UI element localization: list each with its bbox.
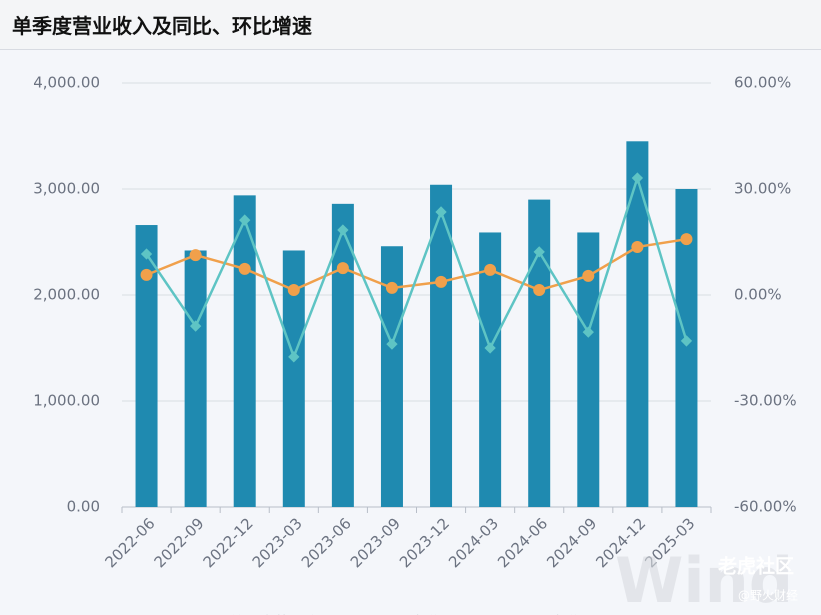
bar: [184, 250, 207, 508]
legend-label: 环比增速: [534, 614, 594, 615]
point: [582, 326, 594, 338]
point: [582, 269, 595, 282]
chart: 0.00 1,000.00 2,000.00 3,000.00 4,000.00 -60.…: [33, 74, 798, 615]
point: [288, 351, 300, 363]
point: [140, 248, 153, 260]
watermark: @野火财经: [738, 589, 798, 603]
y-tick-label: 0.00: [67, 498, 100, 516]
point: [336, 262, 349, 275]
bar: [233, 195, 256, 508]
line: [145, 173, 688, 361]
point: [533, 246, 545, 258]
bar: [282, 250, 305, 508]
point: [631, 172, 644, 184]
y2-tick-label: -60.00%: [734, 498, 797, 516]
y2-tick-label: 30.00%: [734, 180, 791, 198]
y-tick-label: 3,000.00: [33, 180, 100, 198]
point: [386, 338, 398, 350]
y-tick-label: 1,000.00: [33, 392, 100, 410]
legend-label: 同比增速: [394, 614, 454, 615]
y2-tick-label: -30.00%: [734, 392, 797, 410]
x-tick-label: 2023-06: [298, 514, 355, 571]
point: [484, 263, 497, 276]
point: [287, 284, 300, 297]
bar: [135, 225, 158, 508]
x-tick-label: 2024-09: [543, 514, 600, 571]
point: [189, 249, 202, 262]
point: [484, 342, 496, 354]
x-tick-label: 2022-12: [200, 514, 257, 571]
point: [631, 240, 644, 253]
point: [239, 214, 251, 226]
x-tick-label: 2022-06: [101, 514, 158, 571]
bar: [626, 141, 649, 508]
point: [435, 275, 448, 288]
bar: [331, 203, 354, 507]
chart-title: 单季度营业收入及同比、环比增速: [0, 0, 821, 50]
point: [680, 233, 693, 246]
x-tick-label: 2023-03: [249, 514, 306, 571]
point: [238, 262, 251, 275]
point: [337, 224, 349, 236]
bar: [479, 232, 502, 507]
bar: [528, 199, 551, 507]
y-tick-label: 2,000.00: [33, 286, 100, 304]
point: [189, 320, 202, 332]
point: [680, 335, 693, 347]
y2-tick-label: 0.00%: [734, 286, 782, 304]
watermark: Wind: [615, 544, 793, 615]
point: [385, 281, 398, 294]
x-tick-label: 2022-09: [151, 514, 208, 571]
bar: [675, 189, 698, 507]
point: [140, 268, 153, 281]
bar: [380, 246, 403, 508]
y2-tick-label: 60.00%: [734, 74, 791, 92]
bar: [430, 184, 453, 507]
point: [435, 206, 447, 218]
x-tick-label: 2023-12: [396, 514, 453, 571]
y-tick-label: 4,000.00: [33, 74, 100, 92]
legend-label: 单季度营业收入: [229, 614, 334, 615]
x-tick-label: 2023-09: [347, 514, 404, 571]
x-tick-label: 2024-03: [445, 514, 502, 571]
x-tick-label: 2024-06: [494, 514, 551, 571]
bar: [577, 232, 600, 507]
point: [533, 284, 546, 297]
watermark: 老虎社区: [718, 555, 794, 578]
line: [146, 237, 687, 292]
